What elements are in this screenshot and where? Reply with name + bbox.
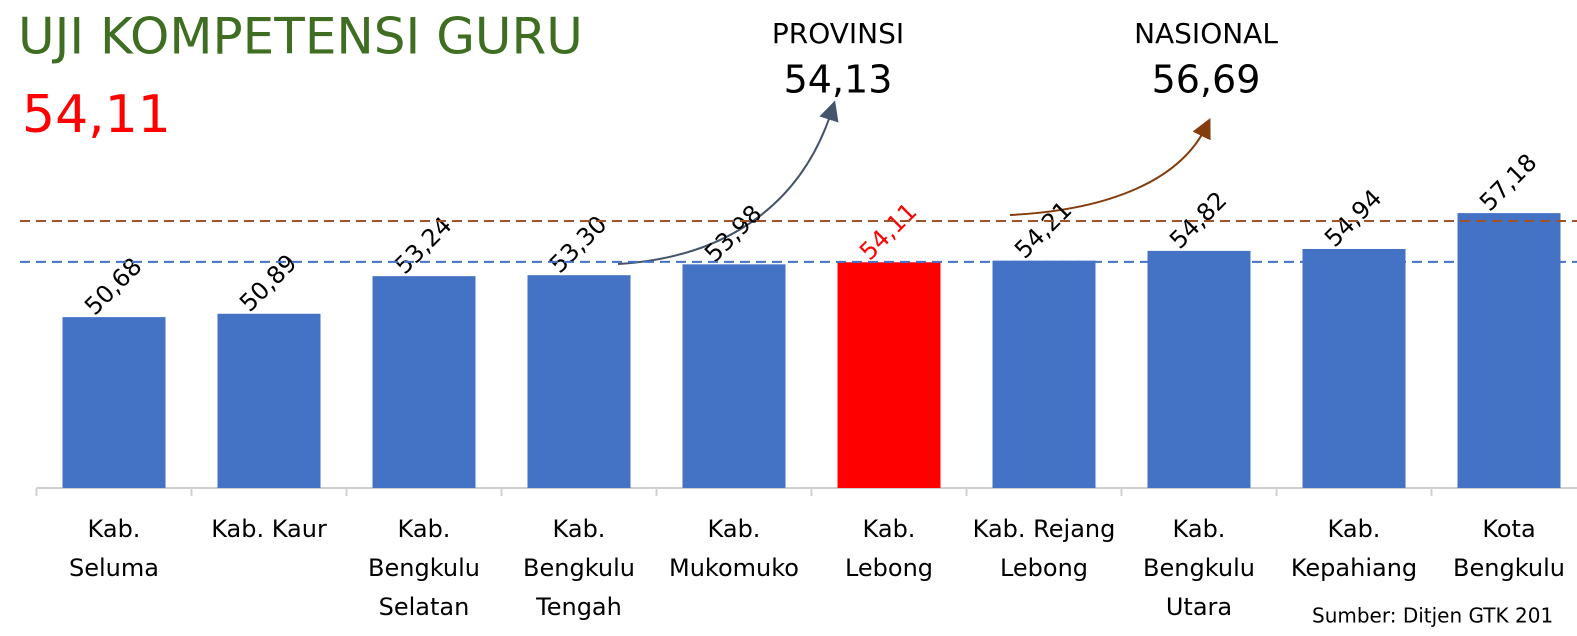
x-tick-label: Kab. [708, 515, 761, 543]
bar [1147, 250, 1251, 488]
x-tick-label: Kota [1482, 515, 1535, 543]
value-label: 57,18 [1474, 148, 1542, 216]
bar [62, 317, 166, 488]
x-tick-label: Lebong [845, 554, 933, 582]
reference-value: 54,13 [784, 58, 893, 102]
x-tick-label: Mukomuko [669, 554, 799, 582]
x-tick-label: Bengkulu [523, 554, 635, 582]
bar [527, 275, 631, 488]
reference-name: NASIONAL [1134, 17, 1278, 50]
bar [1302, 248, 1406, 488]
bar [682, 264, 786, 488]
bar [1457, 213, 1561, 488]
x-tick-label: Kab. [863, 515, 916, 543]
x-tick-label: Kab. [1173, 515, 1226, 543]
x-tick-label: Kab. [1328, 515, 1381, 543]
value-label: 54,94 [1319, 184, 1387, 252]
x-tick-label: Bengkulu [1453, 554, 1565, 582]
chart-title: UJI KOMPETENSI GURU [18, 8, 583, 66]
reference-value: 56,69 [1152, 58, 1261, 102]
bar [837, 262, 941, 488]
bar [217, 313, 321, 488]
x-tick-label: Kepahiang [1291, 554, 1417, 582]
value-label: 54,11 [854, 197, 922, 265]
x-tick-label: Tengah [535, 593, 622, 621]
bar [372, 276, 476, 488]
arrow [617, 100, 839, 265]
value-label: 50,89 [234, 249, 302, 317]
x-tick-label: Bengkulu [1143, 554, 1255, 582]
x-tick-label: Kab. Kaur [211, 515, 327, 543]
chart-subtitle: 54,11 [22, 85, 171, 145]
x-tick-label: Utara [1166, 593, 1232, 621]
x-tick-label: Lebong [1000, 554, 1088, 582]
arrow [1009, 118, 1211, 216]
x-tick-label: Bengkulu [368, 554, 480, 582]
value-label: 54,21 [1009, 196, 1077, 264]
bar [992, 260, 1096, 488]
reference-name: PROVINSI [772, 17, 904, 50]
x-tick-label: Kab. [398, 515, 451, 543]
x-tick-label: Kab. [88, 515, 141, 543]
x-tick-label: Seluma [69, 554, 159, 582]
x-tick-label: Kab. Rejang [973, 515, 1116, 543]
value-label: 53,98 [699, 199, 767, 267]
source: Sumber: Ditjen GTK 201 [1312, 604, 1553, 628]
x-tick-label: Selatan [379, 593, 470, 621]
x-tick-label: Kab. [553, 515, 606, 543]
